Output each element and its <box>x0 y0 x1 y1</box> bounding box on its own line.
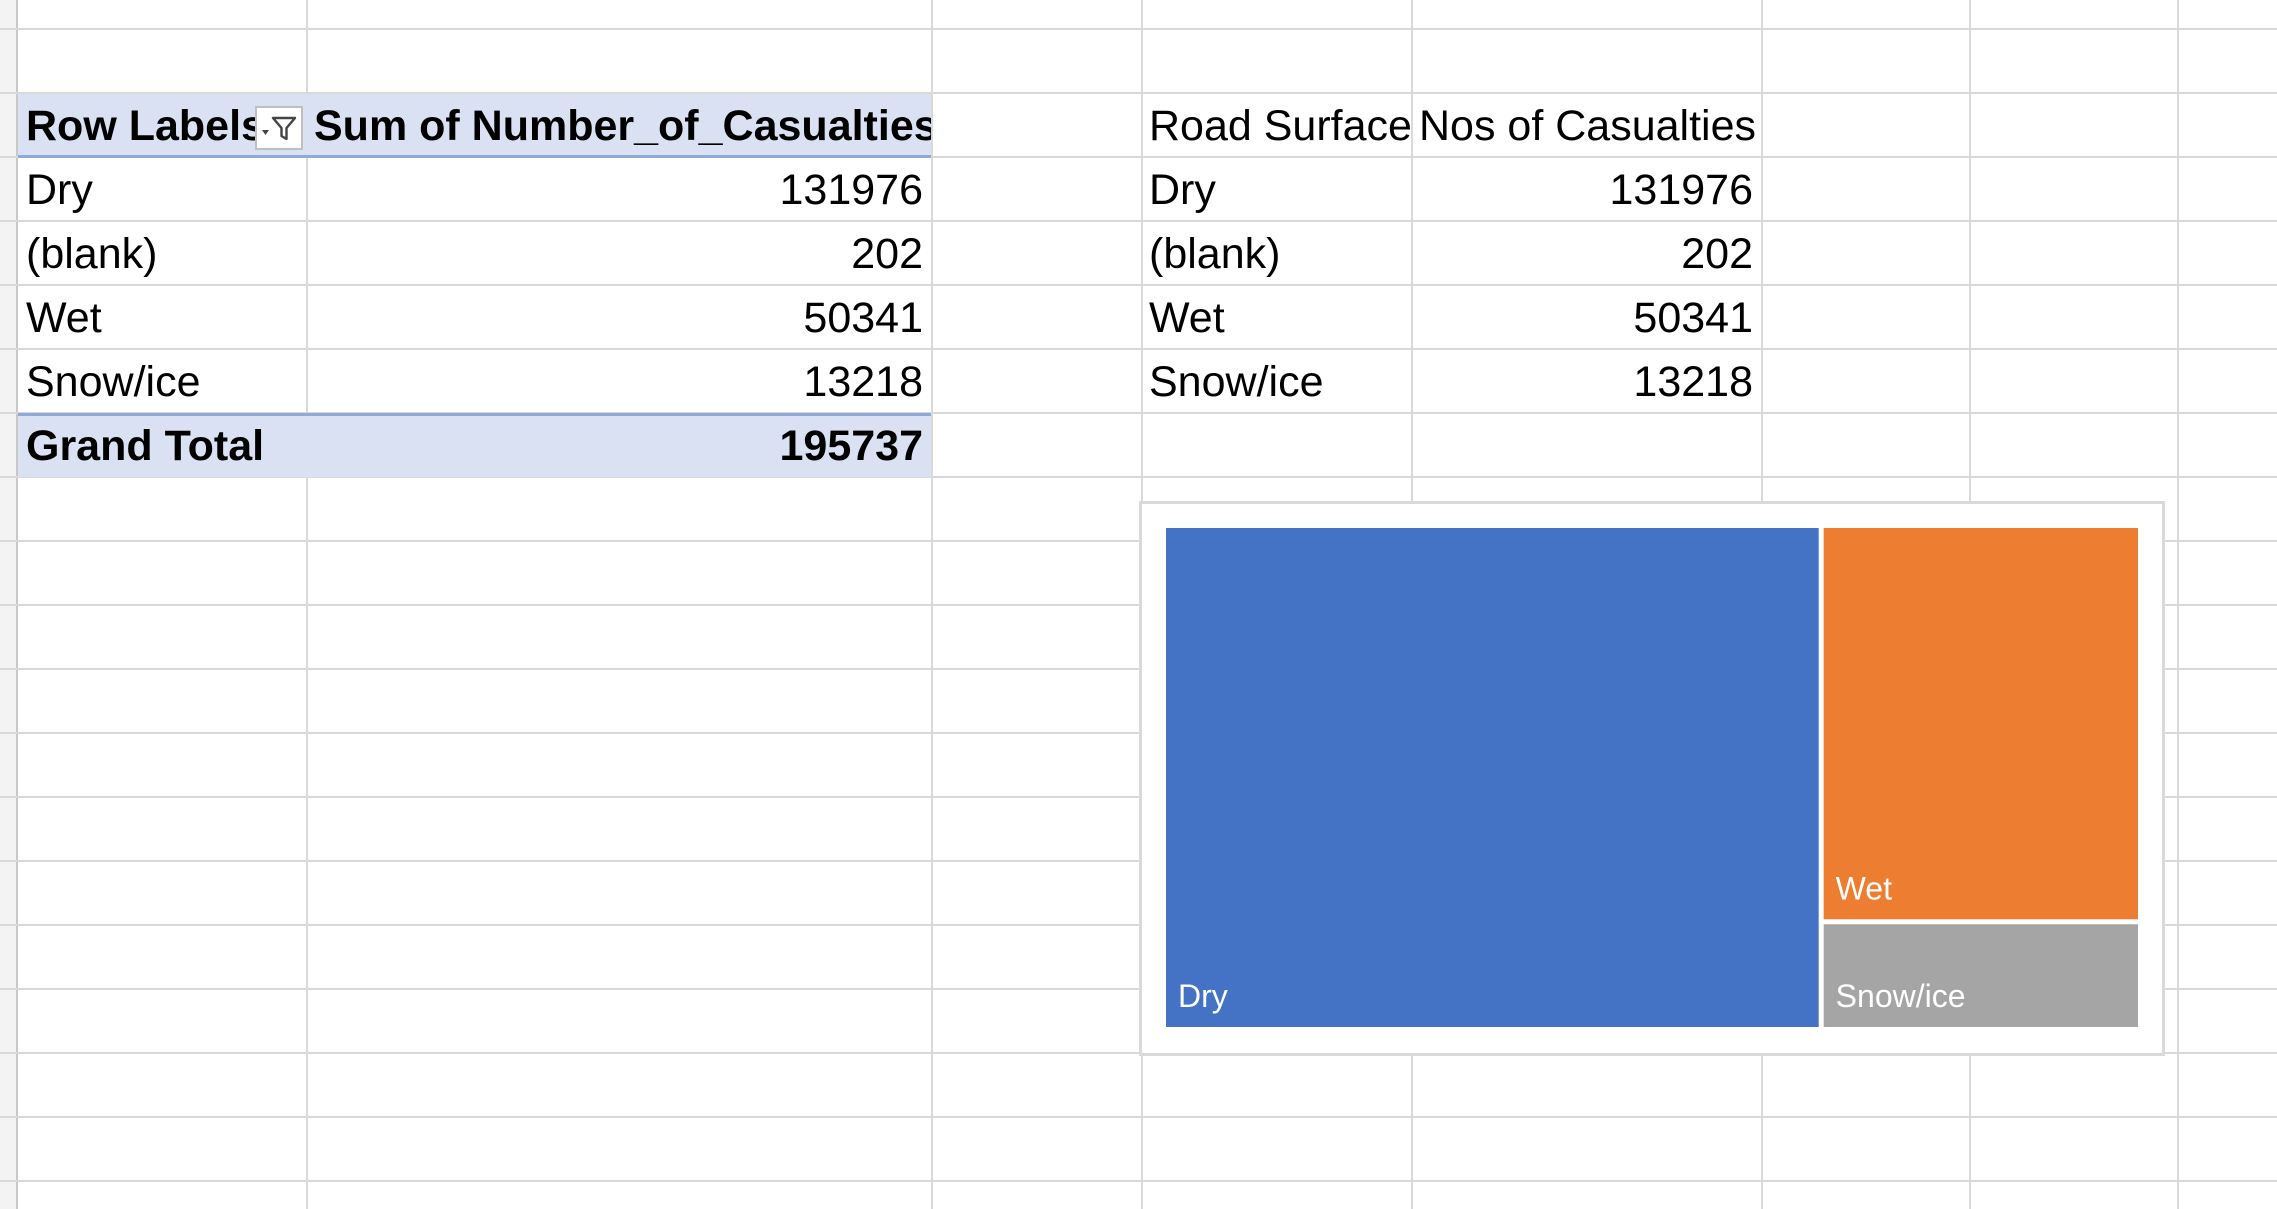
treemap-plot: Dry Wet Snow/ice <box>1166 528 2138 1027</box>
treemap-label-dry: Dry <box>1178 978 1228 1014</box>
copy-row-value[interactable]: 50341 <box>1633 294 1753 342</box>
copy-row-value[interactable]: 131976 <box>1609 166 1754 214</box>
road-surface-header[interactable]: Road Surface <box>1149 102 1411 150</box>
pivot-total-border <box>18 413 931 416</box>
copy-row-label[interactable]: Dry <box>1149 166 1216 214</box>
pivot-header-band <box>18 94 931 156</box>
pivot-total-band <box>18 415 931 477</box>
pivot-row-label[interactable]: Snow/ice <box>26 358 201 406</box>
pivot-grand-total-label[interactable]: Grand Total <box>26 422 265 470</box>
copy-row-label[interactable]: (blank) <box>1149 230 1281 278</box>
filter-dropdown-button[interactable] <box>255 106 303 150</box>
pivot-header-border <box>18 155 931 158</box>
pivot-row-value[interactable]: 50341 <box>803 294 923 342</box>
copy-row-value[interactable]: 13218 <box>1633 358 1753 406</box>
filter-icon <box>262 116 297 141</box>
treemap-label-snow-ice: Snow/ice <box>1836 978 1966 1014</box>
copy-row-label[interactable]: Wet <box>1149 294 1225 342</box>
treemap-label-wet: Wet <box>1836 870 1892 906</box>
pivot-row-label[interactable]: (blank) <box>26 230 158 278</box>
treemap-tile-snow-ice[interactable] <box>1823 924 2138 1027</box>
treemap-tile-wet[interactable] <box>1823 528 2138 920</box>
casualties-header[interactable]: Nos of Casualties <box>1419 102 1756 150</box>
pivot-row-value[interactable]: 13218 <box>803 358 923 406</box>
pivot-row-label[interactable]: Dry <box>26 166 93 214</box>
copy-row-value[interactable]: 202 <box>1681 230 1753 278</box>
copy-row-label[interactable]: Snow/ice <box>1149 358 1324 406</box>
pivot-row-label[interactable]: Wet <box>26 294 102 342</box>
pivot-row-labels-header[interactable]: Row Labels <box>26 102 258 150</box>
pivot-grand-total-value[interactable]: 195737 <box>779 422 924 470</box>
pivot-row-value[interactable]: 131976 <box>779 166 924 214</box>
treemap-chart[interactable]: Dry Wet Snow/ice <box>1139 501 2165 1056</box>
pivot-row-value[interactable]: 202 <box>851 230 923 278</box>
pivot-value-header[interactable]: Sum of Number_of_Casualties <box>314 102 931 150</box>
treemap-tile-dry[interactable] <box>1166 528 1819 1027</box>
